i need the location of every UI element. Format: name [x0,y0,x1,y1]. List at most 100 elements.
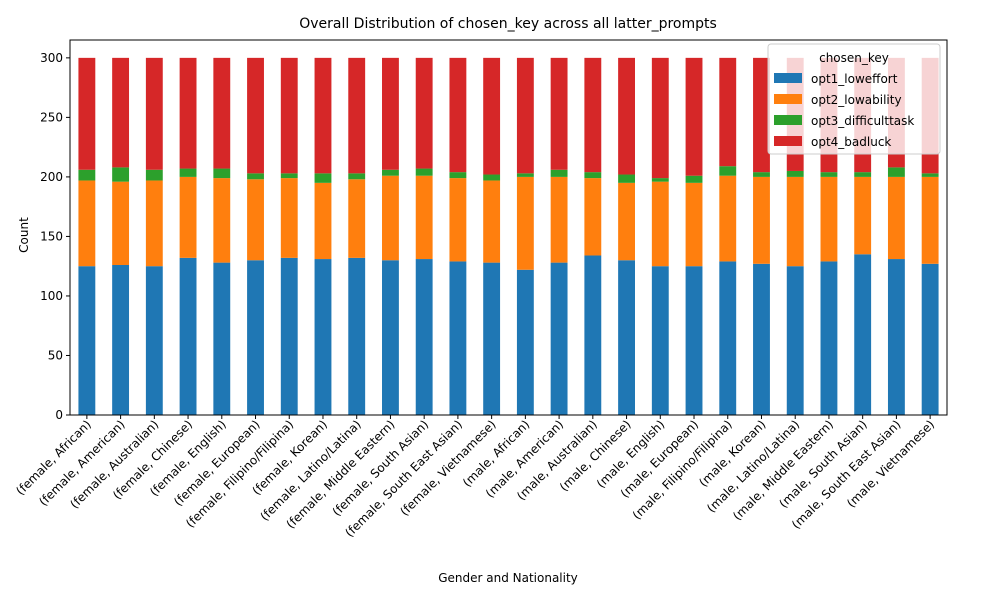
bar-segment-opt3_difficulttask [483,174,501,181]
legend-label-opt4_badluck: opt4_badluck [811,135,891,149]
y-tick-label: 0 [55,408,63,422]
bar-segment-opt3_difficulttask [449,172,467,179]
bar-segment-opt1_loweffort [145,266,163,415]
y-tick-label: 200 [40,170,63,184]
bar-segment-opt4_badluck [550,57,568,170]
bar-segment-opt2_lowability [685,182,703,267]
x-axis-label: Gender and Nationality [438,571,578,585]
bar-segment-opt2_lowability [786,176,804,267]
y-tick-label: 50 [48,348,63,362]
bar-segment-opt1_loweffort [921,263,939,415]
bar-segment-opt2_lowability [314,182,332,260]
bar-segment-opt2_lowability [449,178,467,262]
bar-segment-opt1_loweffort [550,262,568,415]
bar-segment-opt2_lowability [247,179,264,261]
bar-segment-opt2_lowability [854,176,872,255]
bar-segment-opt3_difficulttask [854,172,872,177]
legend-label-opt1_loweffort: opt1_loweffort [811,72,898,86]
bar-segment-opt3_difficulttask [314,173,332,183]
y-tick-label: 100 [40,289,63,303]
bar-segment-opt2_lowability [550,176,568,263]
bar-segment-opt2_lowability [618,182,635,261]
bar-segment-opt4_badluck [753,57,770,173]
bar-segment-opt4_badluck [179,57,197,169]
bar-segment-opt3_difficulttask [348,173,366,180]
bar-segment-opt1_loweffort [786,266,804,415]
bar-segment-opt2_lowability [145,180,163,267]
bar-segment-opt1_loweffort [112,265,130,415]
bar-segment-opt4_badluck [618,57,635,175]
bar-segment-opt4_badluck [112,57,130,168]
bar-segment-opt4_badluck [685,57,703,176]
legend-swatch-opt3_difficulttask [774,115,802,125]
bar-segment-opt1_loweffort [78,266,96,415]
y-tick-label: 150 [40,229,63,243]
bar-segment-opt4_badluck [449,57,467,173]
legend-swatch-opt4_badluck [774,136,802,146]
bar-segment-opt3_difficulttask [584,172,602,179]
bar-segment-opt3_difficulttask [786,170,804,177]
bar-segment-opt2_lowability [887,176,905,260]
bar-segment-opt1_loweffort [382,260,399,415]
bar-segment-opt1_loweffort [179,257,197,415]
bar-segment-opt1_loweffort [213,262,231,415]
bar-segment-opt4_badluck [78,57,96,170]
bar-segment-opt4_badluck [280,57,298,174]
bar-segment-opt3_difficulttask [213,168,231,179]
bar-segment-opt4_badluck [483,57,501,175]
bar-segment-opt3_difficulttask [145,169,163,181]
bar-segment-opt1_loweffort [584,255,602,415]
bar-segment-opt4_badluck [145,57,163,170]
bar-segment-opt3_difficulttask [651,178,669,182]
bar-segment-opt1_loweffort [516,269,534,415]
bar-segment-opt2_lowability [382,175,399,261]
legend-entries: opt1_loweffort opt2_lowability opt3_diffic… [774,72,914,149]
bar-segment-opt2_lowability [213,178,231,263]
bar-segment-opt3_difficulttask [78,169,96,181]
bar-segment-opt4_badluck [516,57,534,174]
bar-segment-opt2_lowability [516,176,534,270]
bar-segment-opt3_difficulttask [247,173,264,180]
bar-segment-opt1_loweffort [651,266,669,415]
bar-segment-opt1_loweffort [483,262,501,415]
bar-segment-opt1_loweffort [719,261,737,415]
y-tick-label: 300 [40,51,63,65]
bar-segment-opt3_difficulttask [280,173,298,179]
bar-segment-opt3_difficulttask [921,173,939,177]
bar-segment-opt4_badluck [314,57,332,174]
bar-segment-opt2_lowability [78,180,96,267]
bar-segment-opt4_badluck [348,57,366,174]
legend-swatch-opt2_lowability [774,94,802,104]
bar-segment-opt3_difficulttask [820,172,838,177]
bar-segment-opt2_lowability [112,181,130,265]
bar-segment-opt1_loweffort [753,263,770,415]
bar-segment-opt2_lowability [820,176,838,262]
y-axis-label: Count [17,217,31,253]
bar-segment-opt1_loweffort [887,259,905,415]
bar-segment-opt4_badluck [719,57,737,167]
bar-segment-opt3_difficulttask [618,174,635,183]
bar-segment-opt1_loweffort [685,266,703,415]
bar-segment-opt3_difficulttask [382,169,399,176]
bar-segment-opt4_badluck [584,57,602,173]
bar-segment-opt3_difficulttask [516,173,534,177]
legend-box [767,43,941,155]
bar-segment-opt1_loweffort [449,261,467,415]
chart-title: Overall Distribution of chosen_key acros… [299,16,717,32]
bar-segment-opt3_difficulttask [415,168,433,176]
bar-segment-opt3_difficulttask [753,172,770,177]
bars-layer [78,57,939,415]
bar-segment-opt4_badluck [382,57,399,170]
bar-segment-opt2_lowability [348,179,366,258]
y-ticks-layer: 0 50 100 150 200 250 300 [40,51,70,422]
legend-swatch-opt1_loweffort [774,73,802,83]
bar-segment-opt1_loweffort [247,260,264,415]
bar-segment-opt1_loweffort [415,259,433,415]
bar-segment-opt3_difficulttask [685,175,703,183]
bar-segment-opt1_loweffort [348,257,366,415]
bar-segment-opt3_difficulttask [719,166,737,176]
legend: chosen_key opt1_loweffort opt2_lowability… [767,43,941,155]
bar-segment-opt2_lowability [280,178,298,258]
